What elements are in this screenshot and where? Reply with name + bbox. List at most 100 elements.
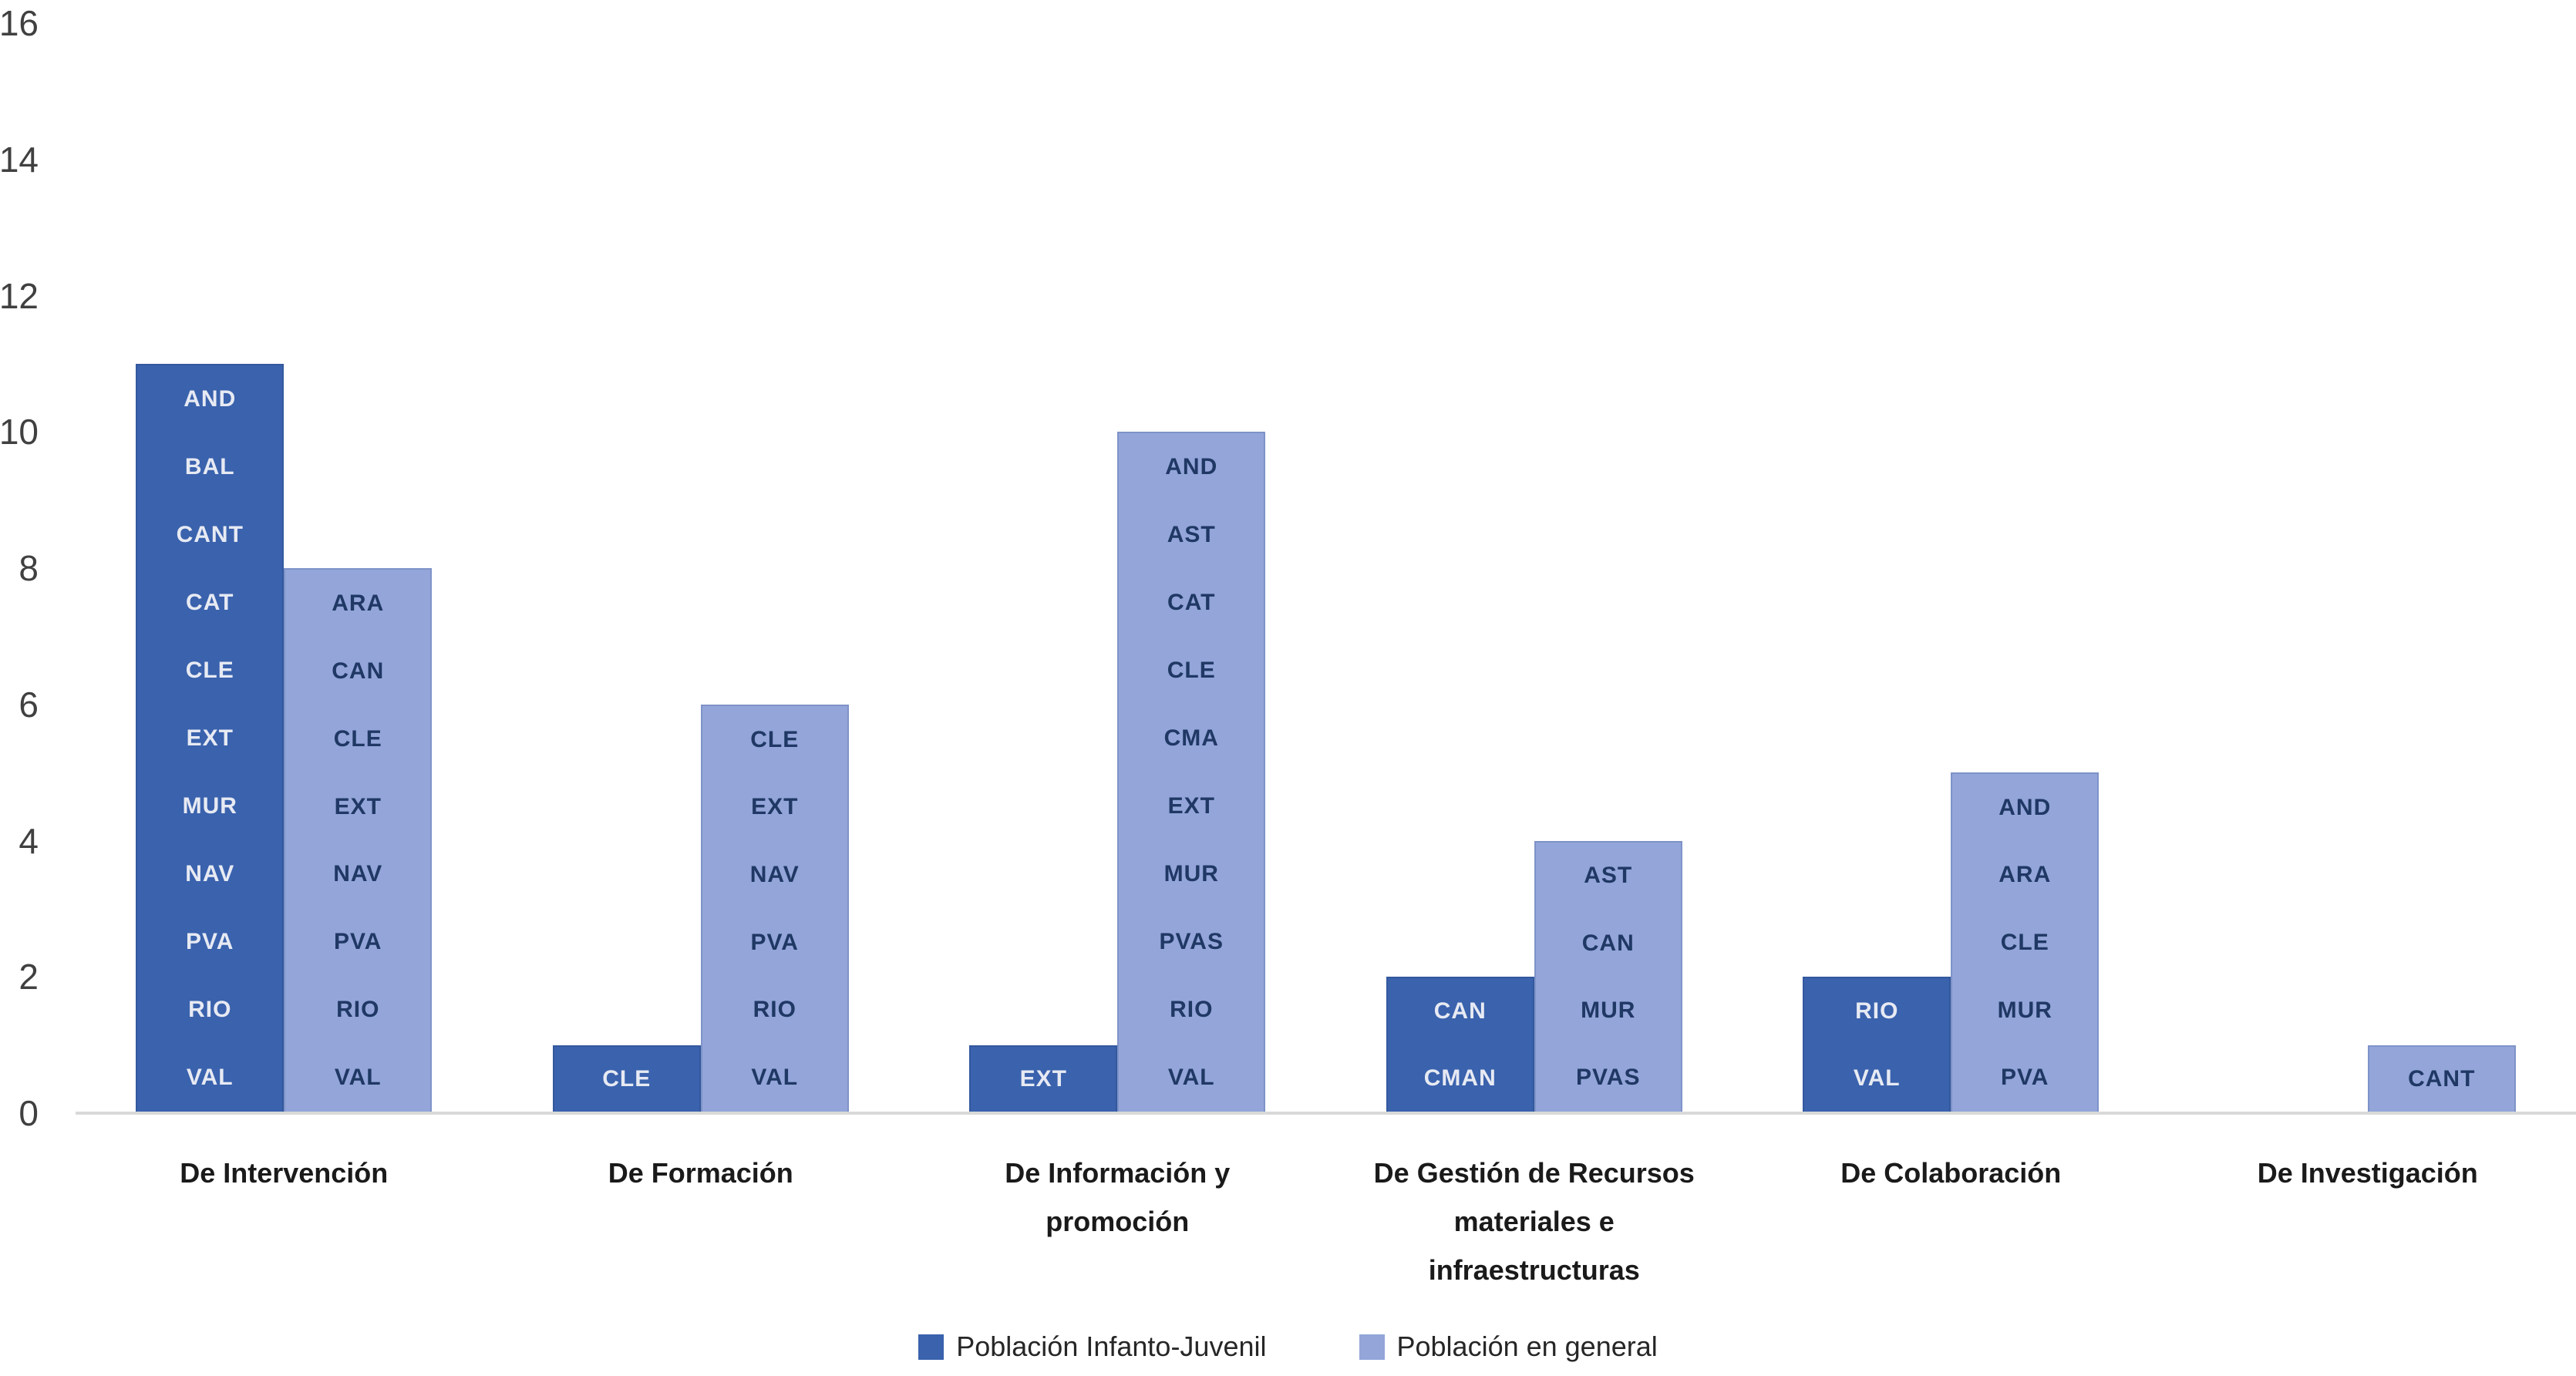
bar-label: CAN [332,658,385,684]
x-slot: De Formación [493,1149,910,1294]
bar-label-stack: CLE [554,1047,699,1112]
legend-item: Población en general [1359,1331,1658,1363]
bar-label: VAL [751,1065,799,1091]
bar-dark: CLE [552,1045,701,1113]
y-tick-label: 16 [0,3,39,43]
bar-label: EXT [1167,793,1215,819]
bar-light: CLE EXT NAV PVA RIO VAL [700,704,849,1113]
x-slot: De Intervención [76,1149,493,1294]
bar-label: AND [1999,794,2052,820]
bar-label: CAN [1581,930,1635,956]
bar-group: EXT AND AST CAT CLE CMA EXT MUR PVAS RIO VAL [909,23,1326,1113]
bar-label-stack: CAN CMAN [1388,978,1533,1112]
bar-label: CANT [176,521,244,547]
category-label: De Colaboración [1840,1157,2062,1189]
bar-label-stack: CLE EXT NAV PVA RIO VAL [702,706,847,1112]
plot-area: AND BAL CANT CAT CLE EXT MUR NAV PVA RIO VAL ARA CAN… [76,23,2576,1115]
bar-label-stack: AND AST CAT CLE CMA EXT MUR PVAS RIO VAL [1119,433,1264,1112]
bar-label: PVA [750,929,799,955]
bar-label: CANT [2408,1065,2476,1092]
x-slot: De Gestión de Recursos materiales e infr… [1326,1149,1743,1294]
y-tick-label: 10 [0,412,39,452]
bar-label: MUR [1581,997,1636,1023]
bar-label: CLE [602,1065,652,1092]
y-tick-label: 6 [19,684,39,725]
bar-label: MUR [182,792,237,819]
bar-group: AND BAL CANT CAT CLE EXT MUR NAV PVA RIO VAL ARA CAN… [76,23,493,1113]
y-tick-label: 12 [0,275,39,316]
bar-label: CAT [186,589,234,615]
bar-label: RIO [1855,998,1899,1024]
bar-label: VAL [186,1064,234,1090]
bar-light: ARA CAN CLE EXT NAV PVA RIO VAL [284,568,433,1113]
bar-label: RIO [1170,996,1214,1022]
bar-label: EXT [1019,1065,1067,1092]
bar-label-stack: ARA CAN CLE EXT NAV PVA RIO VAL [285,570,430,1112]
legend-item: Población Infanto-Juvenil [918,1331,1267,1363]
y-tick-label: 2 [19,957,39,998]
bar-label: PVA [186,928,234,954]
bar-label: CAT [1167,590,1216,616]
legend-swatch-icon [1359,1334,1385,1360]
legend-label: Población Infanto-Juvenil [956,1331,1267,1362]
category-label: De Intervención [180,1157,389,1189]
x-slot: De Colaboración [1743,1149,2160,1294]
bar-dark: AND BAL CANT CAT CLE EXT MUR NAV PVA RIO VAL [136,363,285,1113]
bar-label: VAL [1853,1065,1901,1091]
bar-light: AST CAN MUR PVAS [1534,840,1682,1113]
x-axis-line [76,1112,2576,1115]
bar-label: EXT [334,793,382,819]
bar-label: PVAS [1576,1065,1641,1091]
x-axis-labels: De Intervención De Formación De Informació… [76,1149,2576,1294]
bar-label-stack: EXT [971,1047,1116,1112]
bar-group: CAN CMAN AST CAN MUR PVAS [1326,23,1743,1113]
bar-label: RIO [753,997,796,1023]
bar-label: RIO [188,996,232,1022]
bar-label: VAL [1167,1064,1215,1090]
bar-label: MUR [1163,861,1219,887]
bar-label: NAV [333,861,383,887]
bar-light: AND AST CAT CLE CMA EXT MUR PVAS RIO VAL [1117,432,1266,1113]
bar-label: NAV [185,860,235,886]
legend-swatch-icon [918,1334,945,1360]
bar-label: PVAS [1159,929,1224,955]
y-axis: 0 2 4 6 8 10 12 14 16 [0,3,39,1133]
bar-light: AND ARA CLE MUR PVA [1951,772,2100,1113]
bar-group: CANT [2160,23,2576,1113]
bar-label: CLE [750,726,800,752]
bar-light: CANT [2367,1045,2516,1113]
bar-label: BAL [184,453,235,479]
bar-label: PVA [334,929,382,955]
bar-dark: RIO VAL [1803,977,1951,1113]
bar-label: VAL [334,1065,382,1091]
bar-label: PVA [2001,1065,2049,1091]
bar-dark: EXT [969,1045,1118,1113]
bar-label-stack: CANT [2369,1047,2514,1112]
bar-label: MUR [1997,997,2052,1023]
bar-label: CMA [1163,725,1219,752]
bar-label: CLE [2000,930,2049,956]
bar-label-stack: AND BAL CANT CAT CLE EXT MUR NAV PVA RIO VAL [137,365,282,1112]
bar-dark: CAN CMAN [1386,977,1534,1113]
bar-label: EXT [751,794,799,820]
category-label: De Formación [608,1157,793,1189]
bar-group: RIO VAL AND ARA CLE MUR PVA [1743,23,2160,1113]
category-label: De Gestión de Recursos materiales e infr… [1373,1157,1695,1286]
bar-groups: AND BAL CANT CAT CLE EXT MUR NAV PVA RIO VAL ARA CAN… [76,23,2576,1113]
x-slot: De Investigación [2160,1149,2576,1294]
category-label: De Investigación [2257,1157,2478,1189]
bar-label: AST [1584,863,1633,889]
x-slot: De Información y promoción [909,1149,1326,1294]
bar-label: EXT [186,725,234,751]
category-label: De Información y promoción [1005,1157,1231,1237]
bar-label: RIO [336,997,380,1023]
bar-label: AND [1165,454,1218,480]
y-tick-label: 14 [0,139,39,180]
bar-label-stack: RIO VAL [1804,978,1949,1112]
y-tick-label: 4 [19,820,39,861]
y-tick-label: 0 [19,1093,39,1133]
bar-label: CMAN [1423,1065,1497,1091]
bar-group: CLE CLE EXT NAV PVA RIO VAL [493,23,910,1113]
bar-label: AND [184,385,237,412]
